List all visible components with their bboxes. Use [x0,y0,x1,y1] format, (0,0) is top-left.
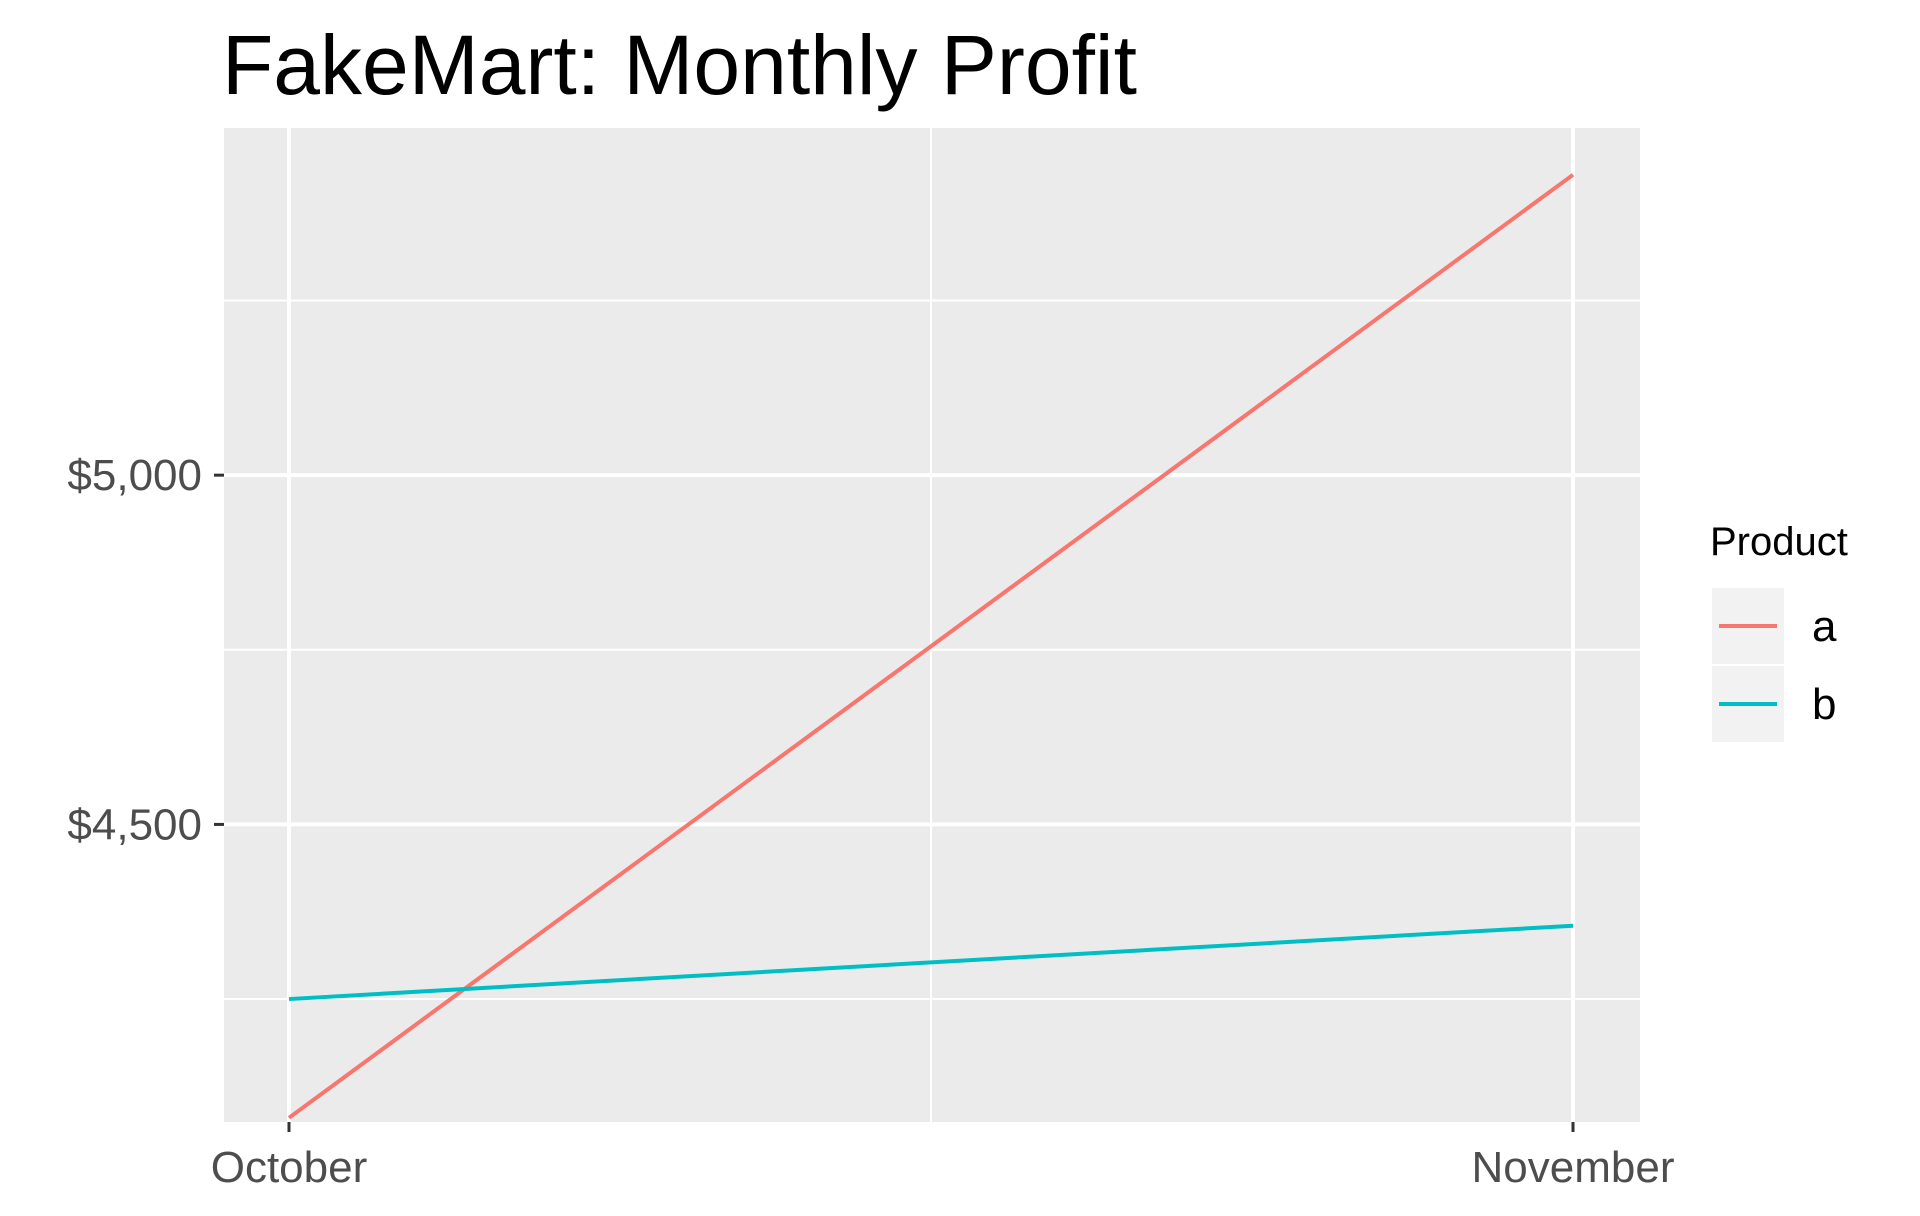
legend-title: Product [1710,520,1848,564]
y-tick-label: $5,000 [67,451,202,500]
x-tick-label: November [1472,1143,1675,1192]
y-axis: $4,500 $5,000 [67,451,224,849]
legend: Product ab [1710,520,1848,742]
chart-title: FakeMart: Monthly Profit [222,18,1137,112]
series-line-b [288,923,1574,1002]
legend-label: a [1812,602,1837,651]
legend-label: b [1812,680,1836,729]
y-tick-label: $4,500 [67,800,202,849]
grid-lines [224,128,1640,1122]
series-line-a [287,173,1575,1120]
x-axis: October November [211,1122,1675,1192]
x-tick-label: October [211,1143,368,1192]
series-lines [287,173,1575,1120]
